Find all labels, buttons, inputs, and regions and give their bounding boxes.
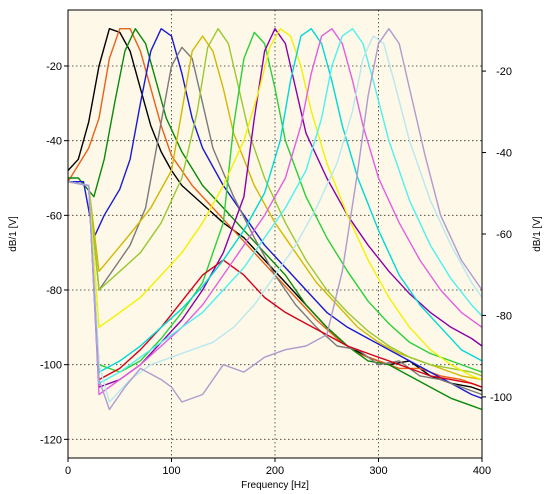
y-tick-label: -80 [46,285,62,297]
series-line-6 [67,35,483,381]
x-tick-label: 200 [266,465,284,477]
x-tick-label: 400 [473,465,491,477]
x-tick-label: 300 [369,465,387,477]
series-line-15 [67,35,483,403]
tick-labels: 0 100 200 300 400 -20 -40 -60 -80 -100 -120 -20 -40 -… [40,61,512,477]
y2-tick-label: -40 [496,148,512,160]
y-tick-label: -100 [40,360,62,372]
series-line-13 [67,28,483,396]
series-line-7 [67,28,483,377]
grid [68,10,482,458]
series-line-8 [67,31,483,373]
series-line-14 [67,28,483,384]
series-line-10 [67,181,483,388]
y2-axis-label: dB/1 [V] [532,216,543,252]
series-line-12 [67,28,483,373]
y2-tick-label: -20 [496,66,512,78]
series-line-5 [67,46,483,396]
y2-tick-label: -80 [496,310,512,322]
series-line-3 [68,28,483,411]
y-axis-label: dB/1 [V] [8,216,19,252]
series-group [67,28,483,411]
series-line-16 [67,28,483,411]
x-tick-label: 0 [65,465,71,477]
y2-tick-label: -100 [490,392,512,404]
y-tick-label: -60 [46,210,62,222]
y2-tick-label: -60 [496,229,512,241]
x-tick-label: 100 [162,465,180,477]
series-line-2 [67,28,483,388]
y-tick-label: -20 [46,61,62,73]
y-tick-label: -40 [46,136,62,148]
y-tick-label: -120 [40,434,62,446]
series-line-11 [67,28,483,381]
x-axis-label: Frequency [Hz] [241,480,309,491]
